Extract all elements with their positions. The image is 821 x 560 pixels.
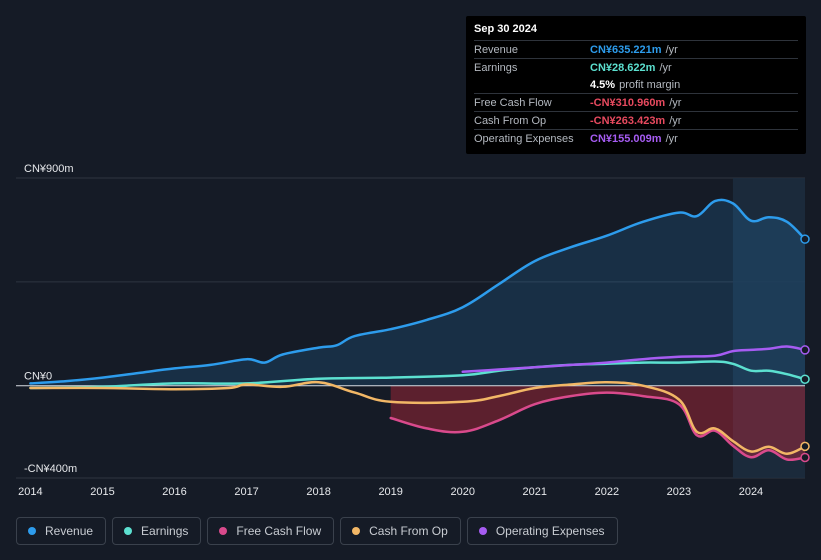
tooltip-suffix: /yr xyxy=(669,114,682,127)
legend-label: Earnings xyxy=(141,524,189,538)
series-endpoints xyxy=(800,234,810,463)
legend: Revenue Earnings Free Cash Flow Cash Fro… xyxy=(16,517,618,545)
series-lines xyxy=(29,198,807,462)
tooltip-suffix: profit margin xyxy=(619,78,681,91)
legend-item-free-cash-flow[interactable]: Free Cash Flow xyxy=(207,517,335,545)
legend-label: Operating Expenses xyxy=(495,524,605,538)
legend-label: Free Cash Flow xyxy=(236,524,322,538)
x-tick-label: 2023 xyxy=(667,486,691,498)
tooltip-value: -CN¥263.423m xyxy=(590,114,666,127)
x-tick-label: 2019 xyxy=(378,486,402,498)
x-tick-label: 2020 xyxy=(450,486,474,498)
legend-item-revenue[interactable]: Revenue xyxy=(16,517,107,545)
operating-expenses-line xyxy=(461,345,807,374)
x-tick-label: 2021 xyxy=(523,486,547,498)
legend-dot-icon xyxy=(478,527,487,535)
tooltip-suffix: /yr xyxy=(665,43,678,56)
tooltip-value: -CN¥310.960m xyxy=(590,96,666,109)
tooltip-row-revenue: Revenue CN¥635.221m /yr xyxy=(474,40,798,58)
legend-item-earnings[interactable]: Earnings xyxy=(112,517,202,545)
x-tick-label: 2016 xyxy=(162,486,186,498)
legend-label: Revenue xyxy=(45,524,94,538)
x-tick-label: 2015 xyxy=(90,486,114,498)
tooltip-row-cash-from-op: Cash From Op -CN¥263.423m /yr xyxy=(474,111,798,129)
x-tick-label: 2018 xyxy=(306,486,330,498)
free-cash-flow-endpoint xyxy=(800,452,810,463)
y-tick-label: -CN¥400m xyxy=(24,463,77,475)
tooltip-panel: Sep 30 2024 Revenue CN¥635.221m /yr Earn… xyxy=(466,16,806,154)
x-tick-label: 2024 xyxy=(739,486,763,498)
tooltip-suffix: /yr xyxy=(669,96,682,109)
x-tick-label: 2017 xyxy=(234,486,258,498)
cash-from-op-endpoint xyxy=(800,441,810,452)
y-tick-label: CN¥0 xyxy=(24,371,52,383)
revenue-line xyxy=(29,198,807,385)
y-tick-label: CN¥900m xyxy=(24,163,74,175)
cash-from-op-line xyxy=(29,380,807,456)
tooltip-date: Sep 30 2024 xyxy=(474,23,537,35)
series-areas xyxy=(30,199,805,460)
tooltip-label: Revenue xyxy=(474,43,519,56)
tooltip-label: Earnings xyxy=(474,61,518,74)
legend-dot-icon xyxy=(124,527,133,535)
tooltip-value: CN¥635.221m xyxy=(590,43,662,56)
tooltip-suffix: /yr xyxy=(665,132,678,145)
revenue-endpoint xyxy=(800,234,810,244)
legend-dot-icon xyxy=(219,527,228,535)
tooltip-value: 4.5% xyxy=(590,78,616,91)
legend-label: Cash From Op xyxy=(369,524,448,538)
legend-item-cash-from-op[interactable]: Cash From Op xyxy=(340,517,461,545)
legend-dot-icon xyxy=(28,527,36,535)
tooltip-label: Operating Expenses xyxy=(474,132,574,145)
y-axis-labels: CN¥900m CN¥0 -CN¥400m xyxy=(24,163,77,475)
operating-expenses-endpoint xyxy=(800,345,810,355)
tooltip-label: Free Cash Flow xyxy=(474,96,552,109)
x-tick-label: 2014 xyxy=(18,486,42,498)
tooltip-row-profit-margin: 4.5% profit margin xyxy=(474,76,798,93)
tooltip-value: CN¥155.009m xyxy=(590,132,662,145)
legend-item-operating-expenses[interactable]: Operating Expenses xyxy=(466,517,618,545)
tooltip-label: Cash From Op xyxy=(474,114,547,127)
legend-dot-icon xyxy=(352,527,361,535)
x-tick-label: 2022 xyxy=(595,486,619,498)
tooltip-row-earnings: Earnings CN¥28.622m /yr xyxy=(474,58,798,76)
tooltip-row-operating-expenses: Operating Expenses CN¥155.009m /yr xyxy=(474,129,798,147)
tooltip-suffix: /yr xyxy=(659,61,672,74)
earnings-endpoint xyxy=(800,374,810,384)
free-cash-flow-area xyxy=(390,385,805,460)
x-axis-labels: 2014 2015 2016 2017 2018 2019 2020 2021 2022 2023… xyxy=(18,486,763,498)
tooltip-value: CN¥28.622m xyxy=(590,61,656,74)
free-cash-flow-line xyxy=(389,391,807,462)
grid-lines xyxy=(16,177,805,479)
revenue-area xyxy=(30,199,805,386)
tooltip-row-free-cash-flow: Free Cash Flow -CN¥310.960m /yr xyxy=(474,93,798,111)
